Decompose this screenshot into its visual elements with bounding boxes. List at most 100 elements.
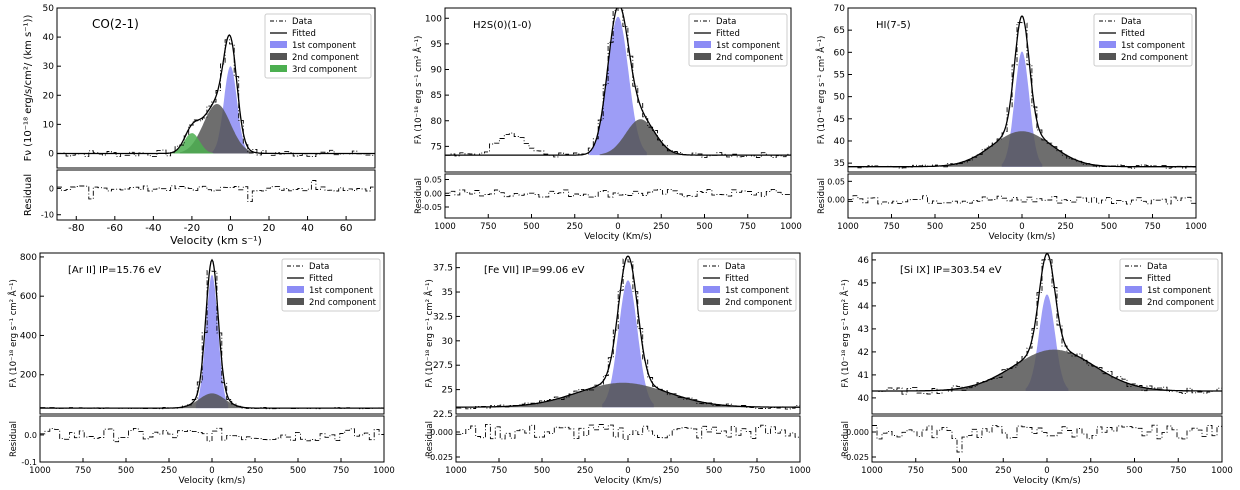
y-tick-label: 600 xyxy=(20,292,37,302)
y-tick-label: 22.5 xyxy=(433,410,453,420)
y-tick-label: 100 xyxy=(425,14,442,24)
residual-tick-label: 0.00 xyxy=(827,196,845,205)
y-tick-label: 40 xyxy=(834,137,846,147)
legend-label: Fitted xyxy=(309,274,333,284)
legend-box xyxy=(1119,258,1219,312)
x-tick-label: 40 xyxy=(301,223,314,234)
residual-axes-frame xyxy=(56,169,376,221)
legend-box xyxy=(281,258,381,312)
legend-component-swatch xyxy=(287,298,304,305)
main-axes-frame xyxy=(847,7,1197,173)
legend-label: Fitted xyxy=(1121,29,1145,39)
x-tick-label: 1000 xyxy=(837,222,859,232)
x-tick-label: 750 xyxy=(908,466,924,476)
legend-label: Fitted xyxy=(292,29,316,39)
y-tick-label: 200 xyxy=(20,371,37,381)
x-tick-label: 750 xyxy=(75,466,91,476)
legend-box xyxy=(264,13,372,79)
x-tick-label: 500 xyxy=(951,466,967,476)
residual-axis-label: Residual xyxy=(414,178,424,214)
legend-component-swatch xyxy=(270,41,287,48)
component-1-area xyxy=(602,280,654,408)
legend: Data Fitted 1st component 2nd component xyxy=(1119,258,1219,312)
y-tick-label: 90 xyxy=(431,66,443,76)
legend-component-swatch xyxy=(270,65,287,72)
residual-tick-label: -0.025 xyxy=(843,453,869,462)
x-tick-label: 750 xyxy=(480,222,496,232)
legend-component-swatch xyxy=(1099,53,1116,60)
legend-label: 3rd component xyxy=(292,65,358,75)
residual-tick-label: 0.05 xyxy=(424,176,442,185)
x-tick-label: 250 xyxy=(567,222,583,232)
y-tick-label: 65 xyxy=(834,26,845,36)
y-tick-label: 35 xyxy=(834,159,845,169)
legend-component-swatch xyxy=(703,286,720,293)
panel-title: [Fe VII] IP=99.06 eV xyxy=(484,265,585,276)
legend-label: Fitted xyxy=(716,29,740,39)
y-tick-label: 50 xyxy=(834,93,846,103)
y-tick-label: 50 xyxy=(43,4,55,14)
x-tick-label: 500 xyxy=(927,222,943,232)
y-tick-label: 45 xyxy=(858,279,869,289)
x-tick-label: -80 xyxy=(68,223,84,234)
panel-3: 35 40 45 50 55 60 65 70 HI(7-5) Data Fitted 1st com… xyxy=(815,4,1207,242)
component-2-area xyxy=(599,119,682,156)
panel-title: CO(2-1) xyxy=(92,17,139,31)
legend-label: 2nd component xyxy=(725,298,793,308)
residual-tick-label: -0.025 xyxy=(427,453,453,462)
legend-label: 1st component xyxy=(725,286,790,296)
residual-axes-frame xyxy=(444,173,792,219)
panel-5: 22.5 25 27.5 30 32.5 35 37.5 [Fe VII] IP=99.06 … xyxy=(423,252,811,486)
x-tick-label: 250 xyxy=(247,466,263,476)
x-tick-label: 250 xyxy=(1057,222,1073,232)
legend-label: 2nd component xyxy=(716,53,784,63)
main-axes-frame xyxy=(871,252,1223,415)
x-axis-label: Velocity (Km/s) xyxy=(584,232,652,242)
legend-label: 2nd component xyxy=(292,53,360,63)
legend-component-swatch xyxy=(287,286,304,293)
residual-line xyxy=(456,423,800,441)
component-1-area xyxy=(195,274,229,409)
legend-label: Data xyxy=(292,17,312,27)
x-tick-label: -40 xyxy=(145,223,161,234)
residual-tick-label: -0.1 xyxy=(21,458,37,467)
legend-component-swatch xyxy=(270,53,287,60)
main-axes-frame xyxy=(444,7,792,173)
x-tick-label: 250 xyxy=(970,222,986,232)
x-tick-label: 1000 xyxy=(434,222,456,232)
residual-axis-label: Residual xyxy=(817,178,827,214)
x-tick-label: -20 xyxy=(184,223,200,234)
x-tick-label: 1000 xyxy=(780,222,802,232)
legend-component-swatch xyxy=(703,298,720,305)
legend-component-swatch xyxy=(1125,298,1142,305)
x-tick-label: 500 xyxy=(706,466,722,476)
legend-label: Data xyxy=(1147,262,1167,272)
legend: Data Fitted 1st component 2nd component 3rd … xyxy=(264,13,372,79)
legend-label: Data xyxy=(725,262,745,272)
legend-label: Data xyxy=(309,262,329,272)
y-tick-label: 27.5 xyxy=(433,361,453,371)
x-axis-label: Velocity (km/s) xyxy=(989,232,1056,242)
legend-label: 1st component xyxy=(716,41,781,51)
data-line xyxy=(40,269,384,410)
y-tick-label: 400 xyxy=(20,331,37,341)
legend-label: 1st component xyxy=(309,286,374,296)
residual-tick-label: 0.000 xyxy=(846,428,869,437)
legend-label: Fitted xyxy=(1147,274,1171,284)
residual-axis-label: Residual xyxy=(425,421,435,457)
legend-component-swatch xyxy=(694,53,711,60)
y-tick-label: 80 xyxy=(431,117,443,127)
legend-label: 1st component xyxy=(1147,286,1212,296)
plot-area xyxy=(445,8,791,158)
y-tick-label: 44 xyxy=(858,302,870,312)
x-tick-label: 1000 xyxy=(373,466,395,476)
legend-box xyxy=(688,13,788,67)
plot-area xyxy=(57,34,375,158)
x-tick-label: 500 xyxy=(534,466,550,476)
y-tick-label: 25 xyxy=(442,386,453,396)
x-tick-label: 0 xyxy=(209,466,214,476)
fitted-line xyxy=(456,255,800,408)
component-1-area xyxy=(589,16,647,156)
panel-title: H2S(0)(1-0) xyxy=(473,20,532,31)
plot-area xyxy=(848,15,1196,169)
